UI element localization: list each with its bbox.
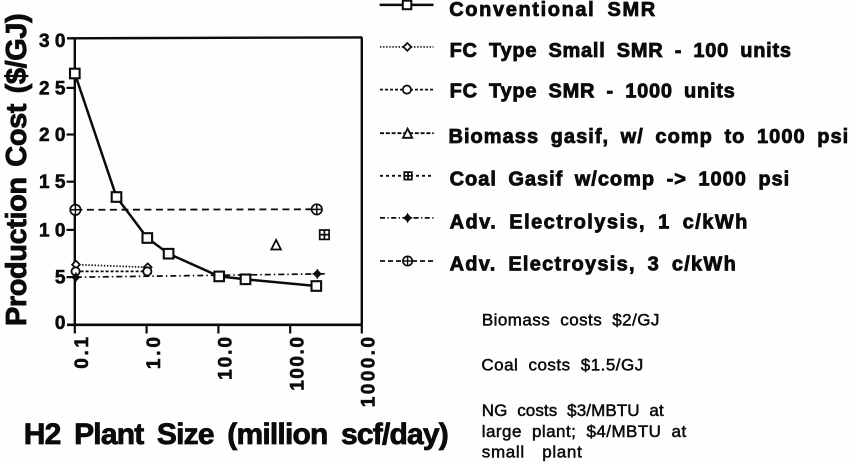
svg-text:0: 0: [55, 313, 66, 334]
svg-text:FC Type SMR - 1000 units: FC Type SMR - 1000 units: [450, 81, 736, 103]
svg-text:Coal Gasif w/comp -> 1000 psi: Coal Gasif w/comp -> 1000 psi: [450, 168, 790, 190]
svg-text:Production Cost ($/GJ): Production Cost ($/GJ): [1, 13, 33, 326]
svg-text:FC Type Small SMR - 100 units: FC Type Small SMR - 100 units: [450, 40, 792, 62]
svg-text:H2 Plant Size (million scf/day: H2 Plant Size (million scf/day): [24, 418, 449, 451]
svg-text:0.1: 0.1: [72, 337, 93, 369]
svg-text:100.0: 100.0: [287, 337, 308, 391]
svg-text:10.0: 10.0: [216, 337, 237, 380]
svg-text:NG costs $3/MBTU at: NG costs $3/MBTU at: [482, 401, 664, 420]
svg-text:Coal costs $1.5/GJ: Coal costs $1.5/GJ: [481, 355, 643, 374]
svg-text:5: 5: [55, 268, 66, 289]
svg-text:large plant; $4/MBTU at: large plant; $4/MBTU at: [482, 422, 687, 441]
svg-text:1000.0: 1000.0: [358, 337, 379, 407]
svg-text:Adv. Electroysis, 3 c/kWh: Adv. Electroysis, 3 c/kWh: [450, 254, 737, 276]
svg-text:Biomass costs $2/GJ: Biomass costs $2/GJ: [482, 310, 660, 329]
svg-text:small plant: small plant: [482, 443, 582, 462]
svg-text:Adv. Electrolysis, 1 c/kWh: Adv. Electrolysis, 1 c/kWh: [450, 211, 749, 233]
svg-text:Conventional SMR: Conventional SMR: [449, 0, 656, 21]
svg-text:Biomass gasif, w/ comp to 1000: Biomass gasif, w/ comp to 1000 psi: [449, 126, 850, 148]
svg-text:1.0: 1.0: [144, 337, 165, 369]
